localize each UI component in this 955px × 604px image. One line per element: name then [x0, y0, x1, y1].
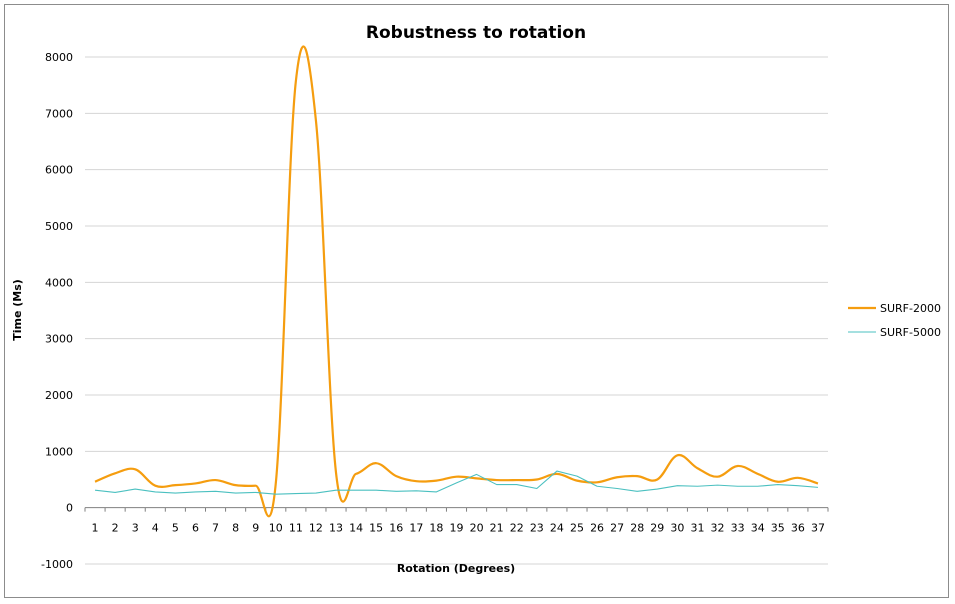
x-tick-label: 30 — [670, 522, 684, 535]
x-tick-label: 23 — [530, 522, 544, 535]
x-tick-label: 9 — [252, 522, 259, 535]
x-tick-label: 12 — [309, 522, 323, 535]
x-tick-label: 14 — [349, 522, 363, 535]
x-tick-label: 31 — [690, 522, 704, 535]
series-line-1 — [94, 45, 819, 518]
legend-label-2: SURF-5000 — [880, 326, 941, 339]
x-tick-label: 15 — [369, 522, 383, 535]
chart-frame — [4, 4, 949, 598]
x-tick-label: 34 — [751, 522, 765, 535]
x-tick-label: 19 — [450, 522, 464, 535]
x-tick-label: 4 — [152, 522, 159, 535]
x-tick-label: 2 — [112, 522, 119, 535]
x-tick-label: 8 — [232, 522, 239, 535]
x-tick-label: 20 — [470, 522, 484, 535]
y-axis-title: Time (Ms) — [11, 279, 24, 341]
x-tick-label: 3 — [132, 522, 139, 535]
y-tick-label: 4000 — [45, 276, 73, 289]
y-tick-label: 6000 — [45, 164, 73, 177]
legend: SURF-2000 SURF-5000 — [848, 302, 941, 339]
x-tick-label: 16 — [389, 522, 403, 535]
series-lines — [94, 45, 819, 518]
y-tick-label: 0 — [66, 502, 73, 515]
x-tick-label: 11 — [289, 522, 303, 535]
y-tick-label: 2000 — [45, 389, 73, 402]
x-tick-label: 22 — [510, 522, 524, 535]
x-tick-label: 32 — [711, 522, 725, 535]
x-tick-label: 5 — [172, 522, 179, 535]
gridlines — [85, 56, 828, 565]
x-tick-label: 13 — [329, 522, 343, 535]
x-tick-label: 18 — [429, 522, 443, 535]
y-axis-ticks: -1000 0 1000 2000 3000 4000 5000 6000 7000 8000 — [41, 51, 73, 571]
x-tick-label: 10 — [269, 522, 283, 535]
series-line-2 — [94, 470, 819, 495]
y-tick-label: 1000 — [45, 445, 73, 458]
x-axis-ticks: 1 2 3 4 5 6 7 8 9 10 11 12 13 14 15 16 17 18 19 20 21 22 23 24 2… — [92, 522, 825, 535]
x-tick-label: 26 — [590, 522, 604, 535]
x-axis — [84, 507, 829, 512]
y-tick-label: 5000 — [45, 220, 73, 233]
chart-title: Robustness to rotation — [366, 23, 586, 43]
x-tick-label: 7 — [212, 522, 219, 535]
x-tick-label: 25 — [570, 522, 584, 535]
x-tick-label: 29 — [650, 522, 664, 535]
x-tick-label: 35 — [771, 522, 785, 535]
x-tick-label: 36 — [791, 522, 805, 535]
legend-label-1: SURF-2000 — [880, 302, 941, 315]
y-tick-label: -1000 — [41, 558, 73, 571]
x-tick-label: 6 — [192, 522, 199, 535]
x-tick-label: 27 — [610, 522, 624, 535]
x-tick-label: 28 — [630, 522, 644, 535]
x-tick-label: 24 — [550, 522, 564, 535]
y-tick-label: 8000 — [45, 51, 73, 64]
x-tick-label: 21 — [490, 522, 504, 535]
x-tick-label: 17 — [409, 522, 423, 535]
x-tick-label: 1 — [92, 522, 99, 535]
y-tick-label: 7000 — [45, 107, 73, 120]
y-tick-label: 3000 — [45, 333, 73, 346]
x-tick-label: 33 — [731, 522, 745, 535]
x-axis-title: Rotation (Degrees) — [397, 562, 515, 575]
x-tick-label: 37 — [811, 522, 825, 535]
